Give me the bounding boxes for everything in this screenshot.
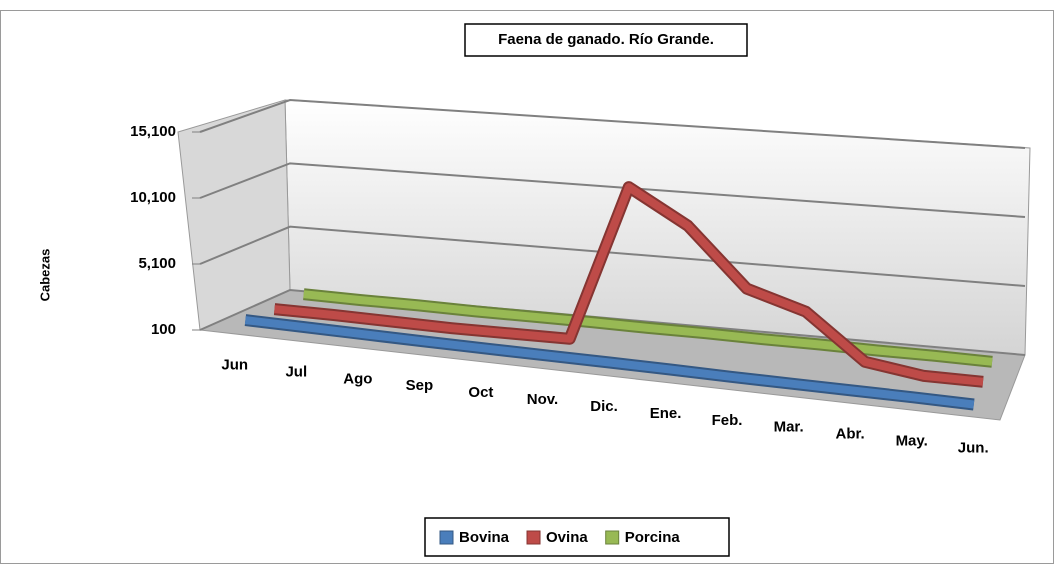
chart-title: Faena de ganado. Río Grande. bbox=[498, 31, 714, 48]
legend-label: Ovina bbox=[546, 529, 588, 546]
grid-line bbox=[199, 225, 1026, 287]
x-tick-label: Jun bbox=[221, 356, 248, 373]
grid-line bbox=[199, 288, 1026, 356]
x-tick-label: Nov. bbox=[527, 391, 558, 408]
x-tick-label: Ago bbox=[343, 370, 372, 387]
grid-line bbox=[199, 98, 1026, 149]
series-line bbox=[244, 316, 975, 409]
y-axis-label: Cabezas bbox=[37, 249, 52, 302]
legend-swatch bbox=[605, 530, 620, 545]
x-tick-label: Sep bbox=[406, 377, 434, 394]
legend-swatch bbox=[526, 530, 541, 545]
x-tick-label: Mar. bbox=[774, 419, 804, 436]
y-tick-label: 5,100 bbox=[138, 255, 176, 272]
grid-line bbox=[199, 162, 1026, 218]
series-line bbox=[274, 183, 984, 386]
x-tick-label: Feb. bbox=[712, 412, 743, 429]
x-tick-label: Ene. bbox=[650, 405, 682, 422]
x-tick-label: Jun. bbox=[958, 440, 989, 457]
legend-box bbox=[424, 517, 730, 557]
x-tick-label: Dic. bbox=[590, 398, 618, 415]
legend-label: Porcina bbox=[625, 529, 681, 546]
title-box bbox=[464, 23, 748, 57]
x-tick-label: May. bbox=[896, 433, 928, 450]
y-tick-label: 15,100 bbox=[130, 123, 176, 140]
x-tick-label: Abr. bbox=[836, 426, 865, 443]
legend-swatch bbox=[439, 530, 454, 545]
y-tick-label: 10,100 bbox=[130, 189, 176, 206]
series-line bbox=[303, 290, 993, 366]
legend-label: Bovina bbox=[459, 529, 510, 546]
y-tick-label: 100 bbox=[151, 321, 176, 338]
x-tick-label: Oct bbox=[468, 384, 493, 401]
x-tick-label: Jul bbox=[285, 363, 307, 380]
